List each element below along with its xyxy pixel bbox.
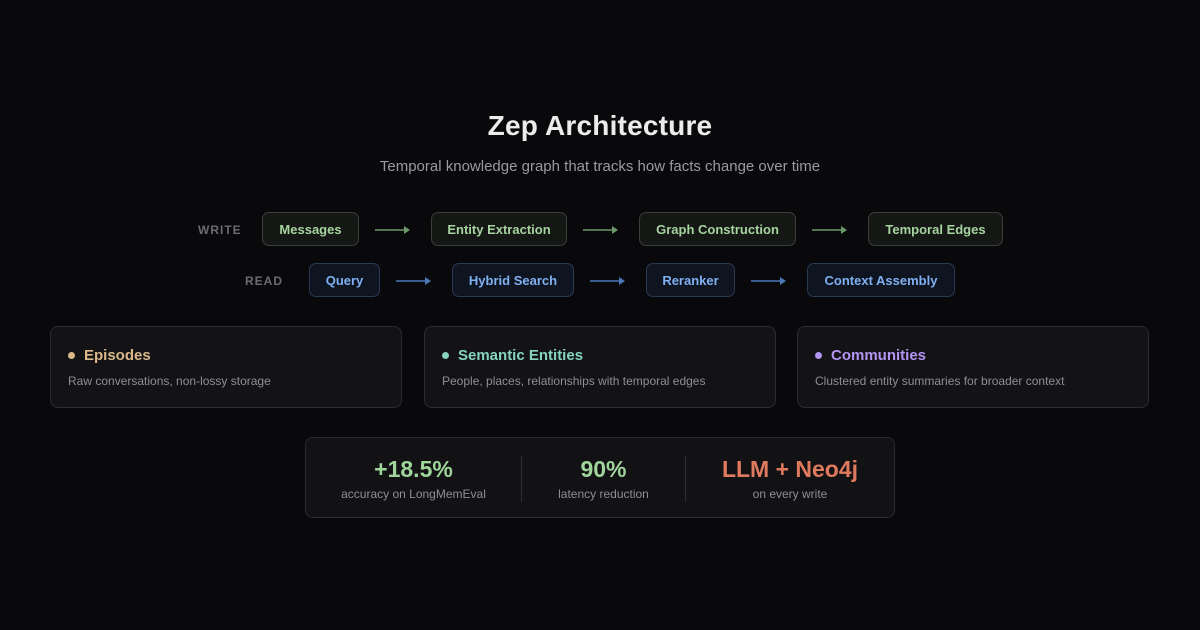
card-semantic-entities: Semantic Entities People, places, relati… [424, 326, 776, 408]
card-description: Raw conversations, non-lossy storage [68, 374, 271, 388]
page-subtitle: Temporal knowledge graph that tracks how… [379, 158, 821, 175]
stat-value: 90% [580, 456, 627, 482]
stats-panel: +18.5% accuracy on LongMemEval 90% laten… [305, 437, 895, 518]
read-arrow-2 [590, 277, 625, 285]
card-description: People, places, relationships with tempo… [442, 374, 706, 388]
card-communities: Communities Clustered entity summaries f… [797, 326, 1149, 408]
stat-value: LLM + Neo4j [721, 456, 859, 482]
stat-label: accuracy on LongMemEval [341, 487, 486, 501]
write-arrow-1 [375, 226, 410, 234]
episodes-dot-icon [68, 352, 75, 359]
stat-value: +18.5% [374, 456, 453, 482]
stat-divider [685, 456, 686, 502]
page-title: Zep Architecture [487, 110, 713, 141]
card-description: Clustered entity summaries for broader c… [815, 374, 1065, 388]
stat-label: latency reduction [558, 487, 649, 501]
write-step-messages: Messages [262, 212, 359, 246]
write-step-graph-construction: Graph Construction [639, 212, 796, 246]
read-step-context-assembly: Context Assembly [807, 263, 955, 297]
read-step-query: Query [309, 263, 380, 297]
card-title: Semantic Entities [458, 347, 584, 364]
card-title: Communities [831, 347, 927, 364]
card-title: Episodes [84, 347, 151, 364]
stat-accuracy: +18.5% accuracy on LongMemEval [306, 438, 521, 517]
write-arrow-2 [583, 226, 618, 234]
write-arrow-3 [812, 226, 847, 234]
stat-latency: 90% latency reduction [522, 438, 685, 517]
read-arrow-1 [396, 277, 431, 285]
write-step-temporal-edges: Temporal Edges [868, 212, 1003, 246]
read-step-reranker: Reranker [646, 263, 735, 297]
stat-label: on every write [752, 487, 828, 501]
stat-divider [521, 456, 522, 502]
stat-llm-neo4j: LLM + Neo4j on every write [686, 438, 894, 517]
write-row-label: WRITE [198, 223, 242, 237]
read-step-hybrid-search: Hybrid Search [452, 263, 574, 297]
write-step-entity-extraction: Entity Extraction [431, 212, 567, 246]
communities-dot-icon [815, 352, 822, 359]
card-episodes: Episodes Raw conversations, non-lossy st… [50, 326, 402, 408]
semantic-entities-dot-icon [442, 352, 449, 359]
read-row-label: READ [245, 274, 284, 288]
read-arrow-3 [751, 277, 786, 285]
